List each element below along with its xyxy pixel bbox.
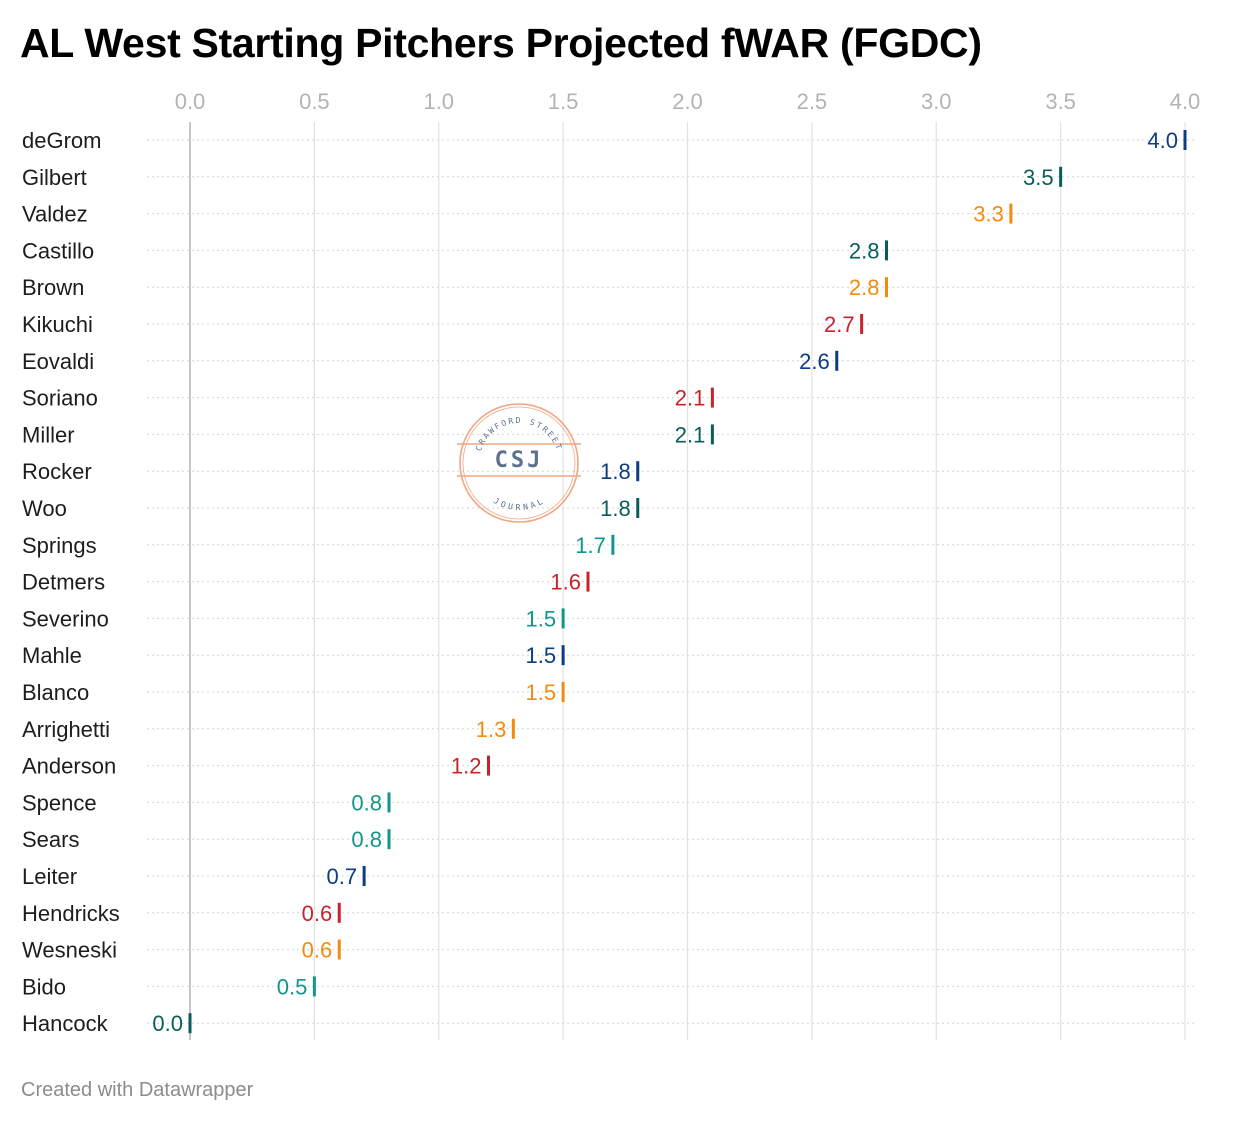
pitcher-name: Spence — [22, 790, 97, 815]
value-tick-mark — [710, 424, 714, 445]
chart-footer: Created with Datawrapper — [21, 1079, 254, 1101]
pitcher-name: deGrom — [22, 128, 101, 153]
pitcher-name: Hendricks — [22, 901, 120, 926]
value-tick-mark — [1059, 166, 1063, 187]
value-marks: 4.0 3.5 3.3 2.8 2.8 2.7 2.6 2.1 2.1 1.8 1.8 1.7 1.6 1… — [152, 128, 1187, 1036]
value-label: 0.6 — [302, 901, 333, 926]
pitcher-name: Arrighetti — [22, 717, 110, 742]
row-guide-lines — [147, 139, 1197, 1024]
value-label: 0.0 — [152, 1011, 183, 1036]
value-tick-mark — [387, 792, 391, 813]
pitcher-name: Hancock — [22, 1011, 109, 1036]
value-tick-mark — [561, 645, 565, 666]
value-label: 0.8 — [351, 827, 382, 852]
x-tick-label: 3.0 — [921, 89, 952, 114]
pitcher-name: Brown — [22, 275, 84, 300]
pitcher-name: Mahle — [22, 643, 82, 668]
pitcher-name: Valdez — [22, 202, 88, 227]
value-tick-mark — [561, 608, 565, 629]
value-label: 1.3 — [476, 717, 507, 742]
x-tick-label: 1.0 — [423, 89, 454, 114]
pitcher-name: Gilbert — [22, 165, 87, 190]
x-tick-label: 3.5 — [1045, 89, 1076, 114]
pitcher-name-labels: deGrom Gilbert Valdez Castillo Brown Kikuchi E… — [22, 128, 120, 1036]
value-label: 2.7 — [824, 312, 855, 337]
value-label: 4.0 — [1147, 128, 1178, 153]
value-label: 2.6 — [799, 349, 830, 374]
value-tick-mark — [362, 866, 366, 886]
value-tick-mark — [561, 682, 565, 702]
value-tick-mark — [1009, 203, 1013, 224]
value-label: 2.8 — [849, 275, 880, 300]
value-label: 0.5 — [277, 974, 308, 999]
value-tick-mark — [586, 571, 590, 592]
chart-title: AL West Starting Pitchers Projected fWAR… — [20, 20, 982, 66]
value-label: 1.8 — [600, 496, 631, 521]
value-label: 3.5 — [1023, 165, 1054, 190]
value-label: 1.7 — [575, 533, 606, 558]
value-label: 1.8 — [600, 459, 631, 484]
x-tick-label: 1.5 — [548, 89, 579, 114]
pitcher-name: Castillo — [22, 238, 94, 263]
x-tick-label: 2.5 — [797, 89, 828, 114]
value-label: 1.6 — [550, 570, 581, 595]
value-label: 1.2 — [451, 754, 482, 779]
csj-watermark-stamp: CRAWFORD STREET CSJ JOURNAL — [457, 403, 581, 523]
value-label: 0.8 — [351, 790, 382, 815]
x-tick-label: 0.0 — [175, 89, 206, 114]
value-tick-mark — [710, 387, 714, 408]
x-tick-label: 2.0 — [672, 89, 703, 114]
value-label: 2.1 — [675, 386, 706, 411]
x-tick-label: 4.0 — [1170, 89, 1201, 114]
value-tick-mark — [885, 277, 888, 298]
value-label: 0.6 — [302, 938, 333, 963]
value-tick-mark — [337, 939, 341, 960]
pitcher-name: Soriano — [22, 386, 98, 411]
x-axis-tick-labels: 0.0 0.5 1.0 1.5 2.0 2.5 3.0 3.5 4.0 — [175, 89, 1201, 114]
stamp-inner-ring — [462, 406, 576, 520]
pitcher-name: Eovaldi — [22, 349, 94, 374]
value-label: 0.7 — [327, 864, 358, 889]
pitcher-name: Severino — [22, 606, 109, 631]
pitcher-name: Miller — [22, 422, 75, 447]
pitcher-name: Wesneski — [22, 938, 117, 963]
pitcher-name: Sears — [22, 827, 79, 852]
pitcher-name: Bido — [22, 974, 66, 999]
value-label: 1.5 — [526, 643, 557, 668]
value-tick-mark — [885, 240, 888, 261]
x-tick-label: 0.5 — [299, 89, 330, 114]
stamp-main-text: CSJ — [495, 448, 544, 473]
value-label: 3.3 — [973, 202, 1004, 227]
value-tick-mark — [636, 461, 640, 482]
value-tick-mark — [312, 976, 316, 997]
pitcher-name: Blanco — [22, 680, 89, 705]
value-tick-mark — [835, 350, 839, 371]
stamp-bottom-text: JOURNAL — [492, 496, 546, 512]
pitcher-name: Anderson — [22, 754, 116, 779]
value-label: 2.1 — [675, 422, 706, 447]
pitcher-name: Woo — [22, 496, 67, 521]
value-label: 1.5 — [526, 606, 557, 631]
value-tick-mark — [487, 755, 490, 776]
value-tick-mark — [511, 718, 515, 739]
value-tick-mark — [611, 534, 615, 555]
stamp-outer-ring — [459, 403, 579, 523]
value-tick-mark — [636, 498, 640, 518]
pitcher-name: Kikuchi — [22, 312, 93, 337]
value-tick-mark — [188, 1013, 192, 1034]
value-label: 1.5 — [526, 680, 557, 705]
pitcher-name: Leiter — [22, 864, 77, 889]
pitcher-name: Springs — [22, 533, 97, 558]
pitcher-name: Rocker — [22, 459, 92, 484]
value-tick-mark — [337, 902, 341, 923]
value-tick-mark — [1183, 130, 1187, 150]
pitcher-name: Detmers — [22, 570, 105, 595]
gridlines — [189, 122, 1186, 1040]
value-tick-mark — [387, 829, 391, 850]
value-label: 2.8 — [849, 238, 880, 263]
value-tick-mark — [860, 314, 864, 334]
